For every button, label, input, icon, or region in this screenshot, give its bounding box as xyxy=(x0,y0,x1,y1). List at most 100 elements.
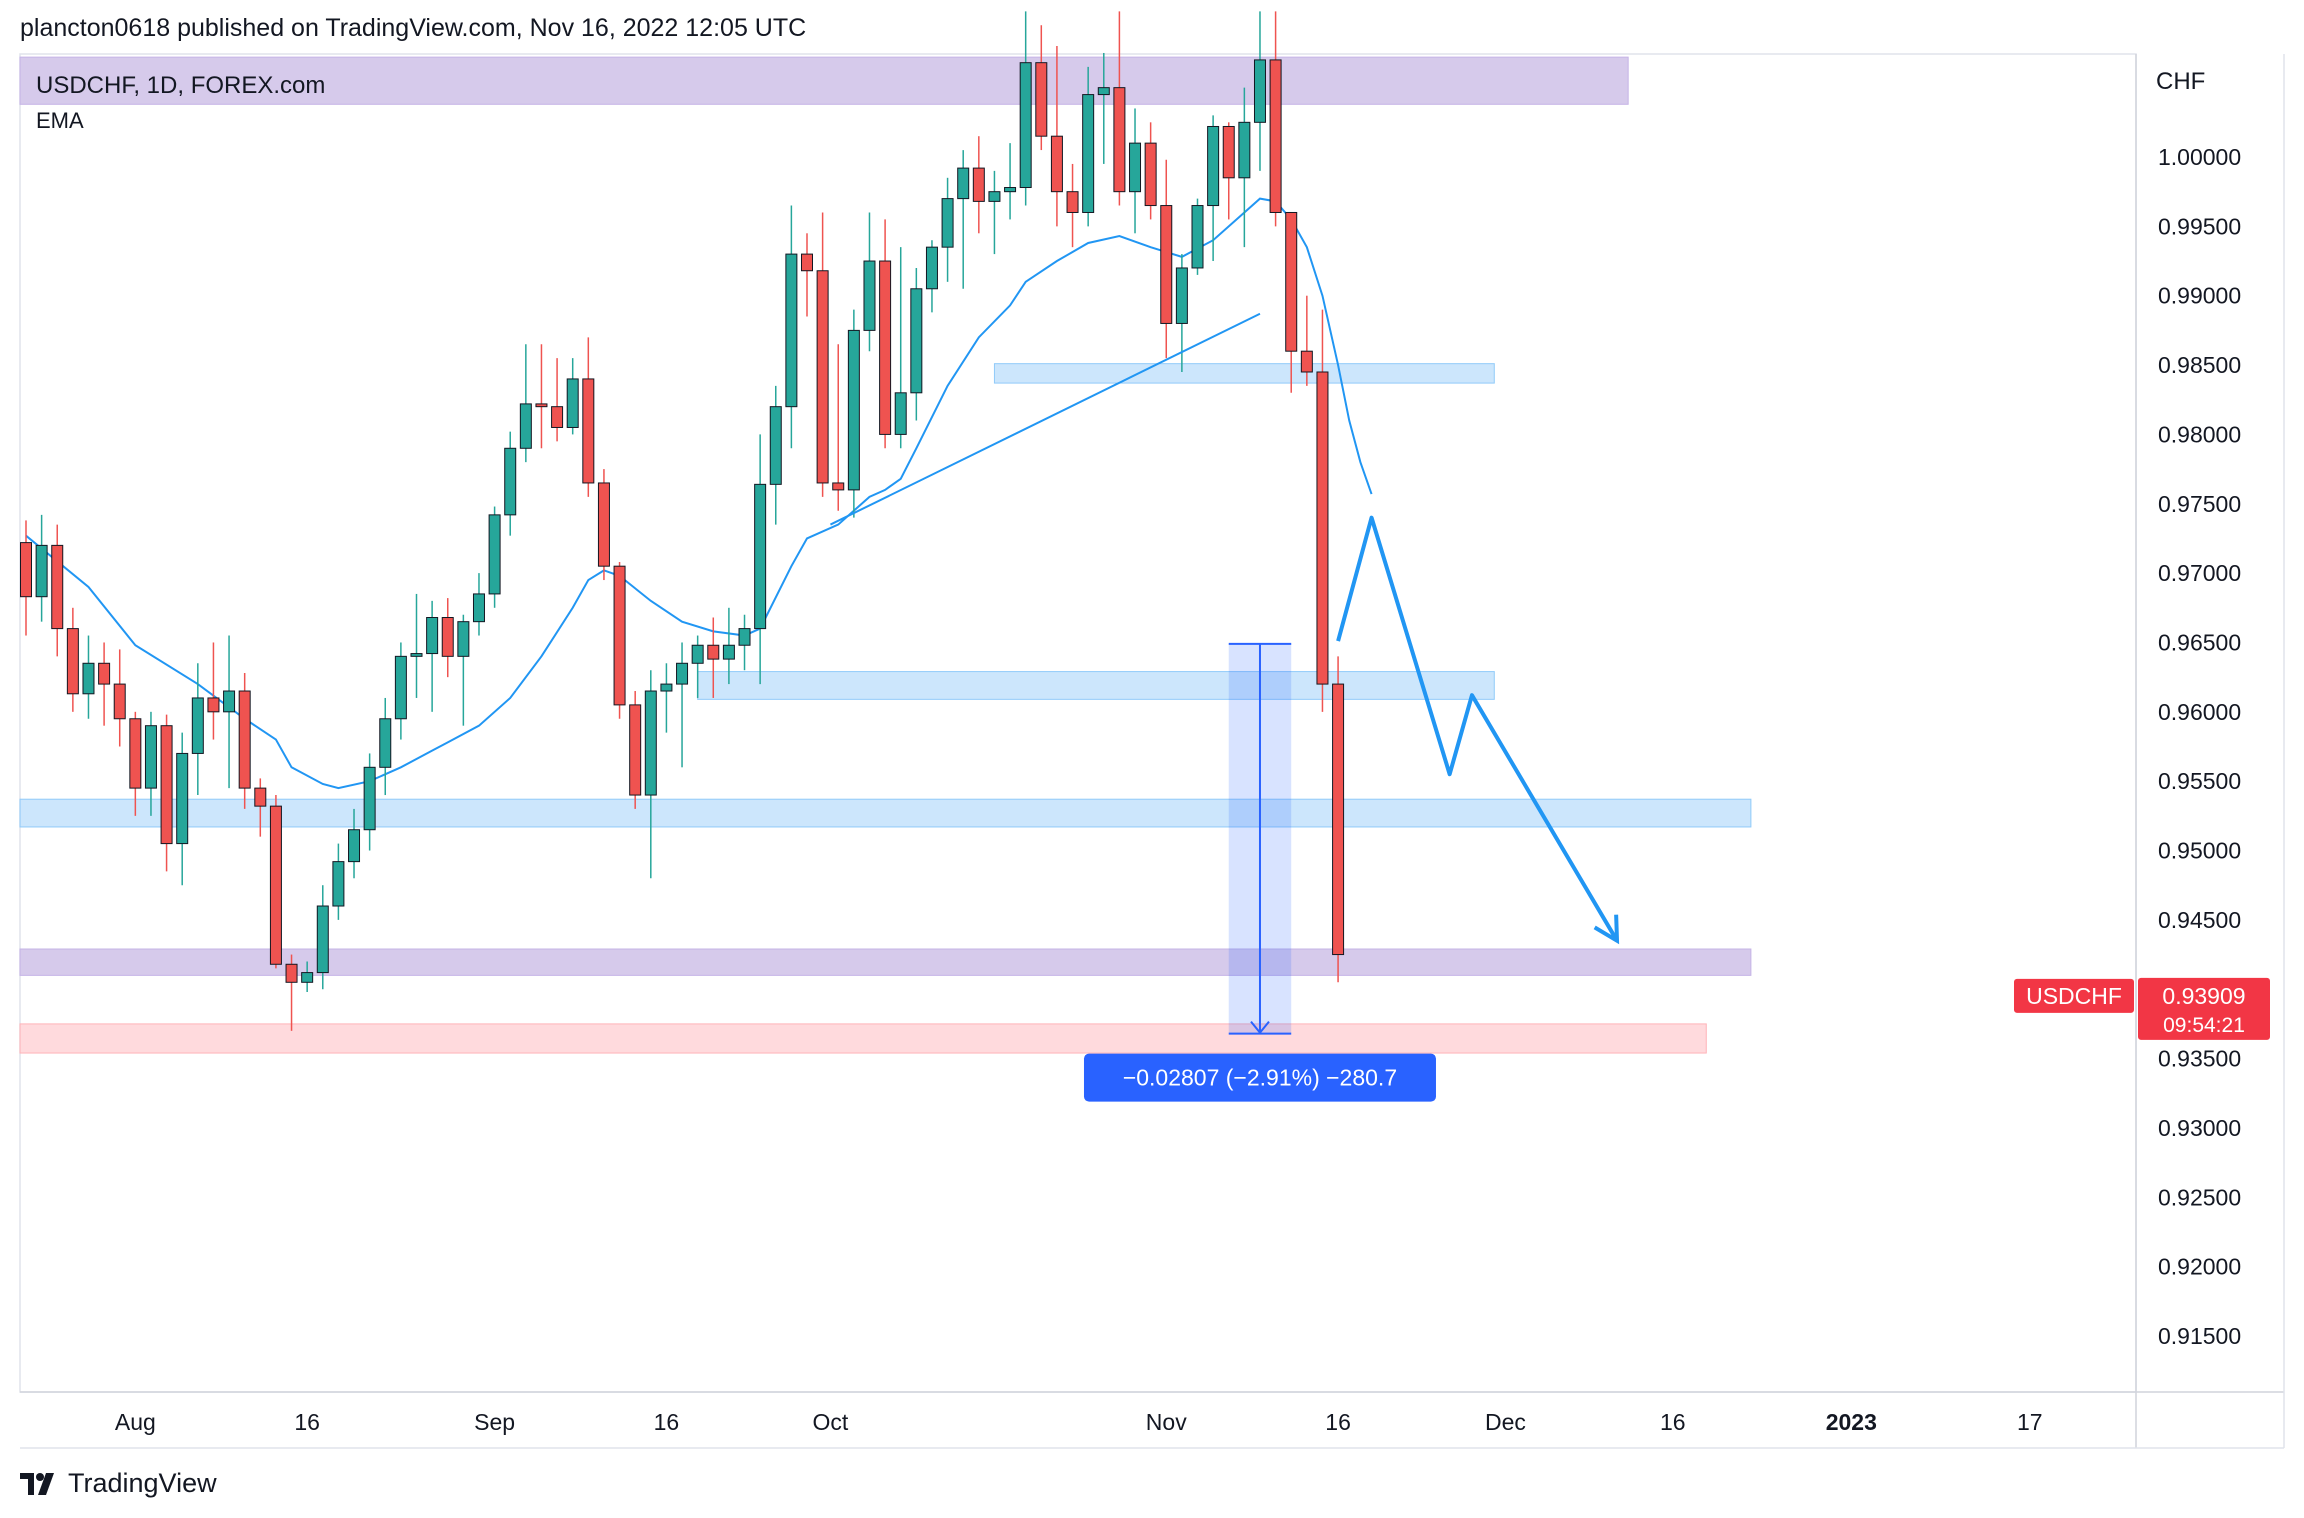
candle-2022-08-11 xyxy=(254,778,267,837)
candle-2022-10-05 xyxy=(863,212,876,352)
plot-area[interactable] xyxy=(19,53,2137,1393)
candle-2022-11-14 xyxy=(1300,295,1313,386)
candle-2022-11-15 xyxy=(1316,309,1329,712)
candle-2022-09-13 xyxy=(613,562,626,719)
price-tick-label-15: 0.92500 xyxy=(2158,1184,2241,1210)
zone-blue-1[interactable] xyxy=(993,363,1495,384)
price-badge-countdown: 09:54:21 xyxy=(2163,1014,2245,1037)
price-tick-label-2: 0.99000 xyxy=(2158,283,2241,309)
candle-2022-09-15 xyxy=(644,670,657,879)
candle-2022-08-30 xyxy=(457,614,470,726)
projection-arrowhead xyxy=(1593,914,1620,945)
candle-2022-09-06 xyxy=(535,344,548,449)
footer-logo[interactable]: TradingView xyxy=(20,1468,217,1499)
candle-2022-10-17 xyxy=(988,170,1001,255)
candle-2022-11-01 xyxy=(1160,159,1173,359)
indicator-label[interactable]: EMA xyxy=(36,108,84,133)
time-tick-label-1: 16 xyxy=(294,1409,320,1435)
candle-2022-11-10 xyxy=(1269,11,1282,227)
projection-path[interactable] xyxy=(1336,515,1619,942)
candle-2022-10-28 xyxy=(1129,108,1142,234)
candle-2022-10-21 xyxy=(1050,46,1063,227)
price-tick-label-14: 0.93000 xyxy=(2158,1115,2241,1141)
zone-blue-2[interactable] xyxy=(697,671,1495,700)
candle-2022-11-09 xyxy=(1253,11,1266,171)
time-tick-label-2: Sep xyxy=(474,1409,515,1435)
time-tick-label-4: Oct xyxy=(813,1409,849,1435)
candle-2022-09-02 xyxy=(504,431,517,536)
candle-2022-08-22 xyxy=(363,753,376,851)
candle-2022-07-21 xyxy=(20,520,32,636)
candle-2022-09-22 xyxy=(722,607,735,685)
zone-red-5[interactable] xyxy=(19,1023,1707,1054)
candle-2022-08-05 xyxy=(191,663,204,796)
price-tick-label-8: 0.96000 xyxy=(2158,699,2241,725)
candle-2022-10-27 xyxy=(1113,11,1126,206)
price-tick-label-7: 0.96500 xyxy=(2158,629,2241,655)
candle-2022-08-03 xyxy=(160,714,173,872)
candle-2022-08-16 xyxy=(301,961,314,993)
candle-2022-07-26 xyxy=(66,607,79,712)
candle-2022-08-01 xyxy=(129,711,142,816)
last-price-badge: USDCHF 0.93909 09:54:21 xyxy=(2014,977,2270,1040)
candle-2022-10-10 xyxy=(910,267,923,421)
time-tick-label-8: 16 xyxy=(1660,1409,1686,1435)
price-axis[interactable]: 1.00000 0.99500 0.99000 0.98500 0.98000 0.975… xyxy=(2158,144,2241,1349)
time-tick-label-7: Dec xyxy=(1485,1409,1526,1435)
candle-2022-08-15 xyxy=(285,954,298,1031)
symbol-badge-text: USDCHF xyxy=(2026,983,2122,1009)
price-badge-value: 0.93909 xyxy=(2162,983,2245,1009)
candle-2022-10-04 xyxy=(847,309,860,518)
price-tick-label-4: 0.98000 xyxy=(2158,421,2241,447)
measure-label-text: −0.02807 (−2.91%) −280.7 xyxy=(1123,1065,1397,1091)
candle-2022-08-23 xyxy=(379,697,392,796)
drawings-layer: −0.02807 (−2.91%) −280.7 xyxy=(829,312,1620,1102)
price-tick-label-11: 0.94500 xyxy=(2158,907,2241,933)
candle-2022-08-18 xyxy=(332,843,345,920)
symbol-label[interactable]: USDCHF, 1D, FOREX.com xyxy=(36,72,325,99)
candle-2022-09-21 xyxy=(707,617,720,698)
candle-2022-11-16 xyxy=(1332,656,1345,983)
candle-2022-08-19 xyxy=(348,808,361,879)
symbol-badge xyxy=(2014,978,2134,1013)
time-tick-label-5: Nov xyxy=(1146,1409,1187,1435)
candle-2022-07-28 xyxy=(98,642,111,726)
time-axis[interactable]: Aug 16 Sep 16 Oct Nov 16 Dec 16 2023 17 xyxy=(115,1409,2043,1435)
candles-layer xyxy=(20,11,1345,1031)
candle-2022-09-27 xyxy=(769,385,782,525)
price-badge xyxy=(2138,977,2270,1040)
time-tick-label-10: 17 xyxy=(2017,1409,2043,1435)
price-tick-label-10: 0.95000 xyxy=(2158,838,2241,864)
zone-blue-3[interactable] xyxy=(19,798,1752,828)
zone-purple-0[interactable] xyxy=(19,56,1629,105)
candle-2022-08-26 xyxy=(426,600,439,712)
candle-2022-08-31 xyxy=(472,573,485,636)
trend-line[interactable] xyxy=(829,312,1261,526)
price-tick-label-1: 0.99500 xyxy=(2158,213,2241,239)
candle-2022-10-26 xyxy=(1097,52,1110,164)
candle-2022-10-13 xyxy=(957,150,970,289)
zone-purple-4[interactable] xyxy=(19,948,1752,976)
time-tick-label-9: 2023 xyxy=(1826,1409,1877,1435)
price-tick-label-16: 0.92000 xyxy=(2158,1254,2241,1280)
time-tick-label-0: Aug xyxy=(115,1409,156,1435)
ema-line xyxy=(25,197,1373,790)
candle-2022-11-04 xyxy=(1207,115,1220,262)
candle-2022-10-20 xyxy=(1035,25,1048,151)
candle-2022-08-12 xyxy=(269,795,282,969)
candle-2022-09-01 xyxy=(488,506,501,608)
candle-2022-09-23 xyxy=(738,614,751,671)
candle-2022-08-08 xyxy=(207,642,220,740)
candle-2022-07-27 xyxy=(82,635,95,719)
candle-2022-09-14 xyxy=(629,691,642,809)
price-tick-label-17: 0.91500 xyxy=(2158,1323,2241,1349)
candle-2022-10-24 xyxy=(1066,163,1079,248)
candle-2022-09-05 xyxy=(519,344,532,463)
price-tick-label-5: 0.97500 xyxy=(2158,491,2241,517)
candle-2022-11-03 xyxy=(1191,198,1204,275)
labels-layer: USDCHF, 1D, FOREX.com EMA CHF xyxy=(36,68,2205,133)
measure-arrowhead xyxy=(1250,1020,1270,1035)
time-tick-label-6: 16 xyxy=(1325,1409,1351,1435)
candle-2022-10-11 xyxy=(925,240,938,313)
